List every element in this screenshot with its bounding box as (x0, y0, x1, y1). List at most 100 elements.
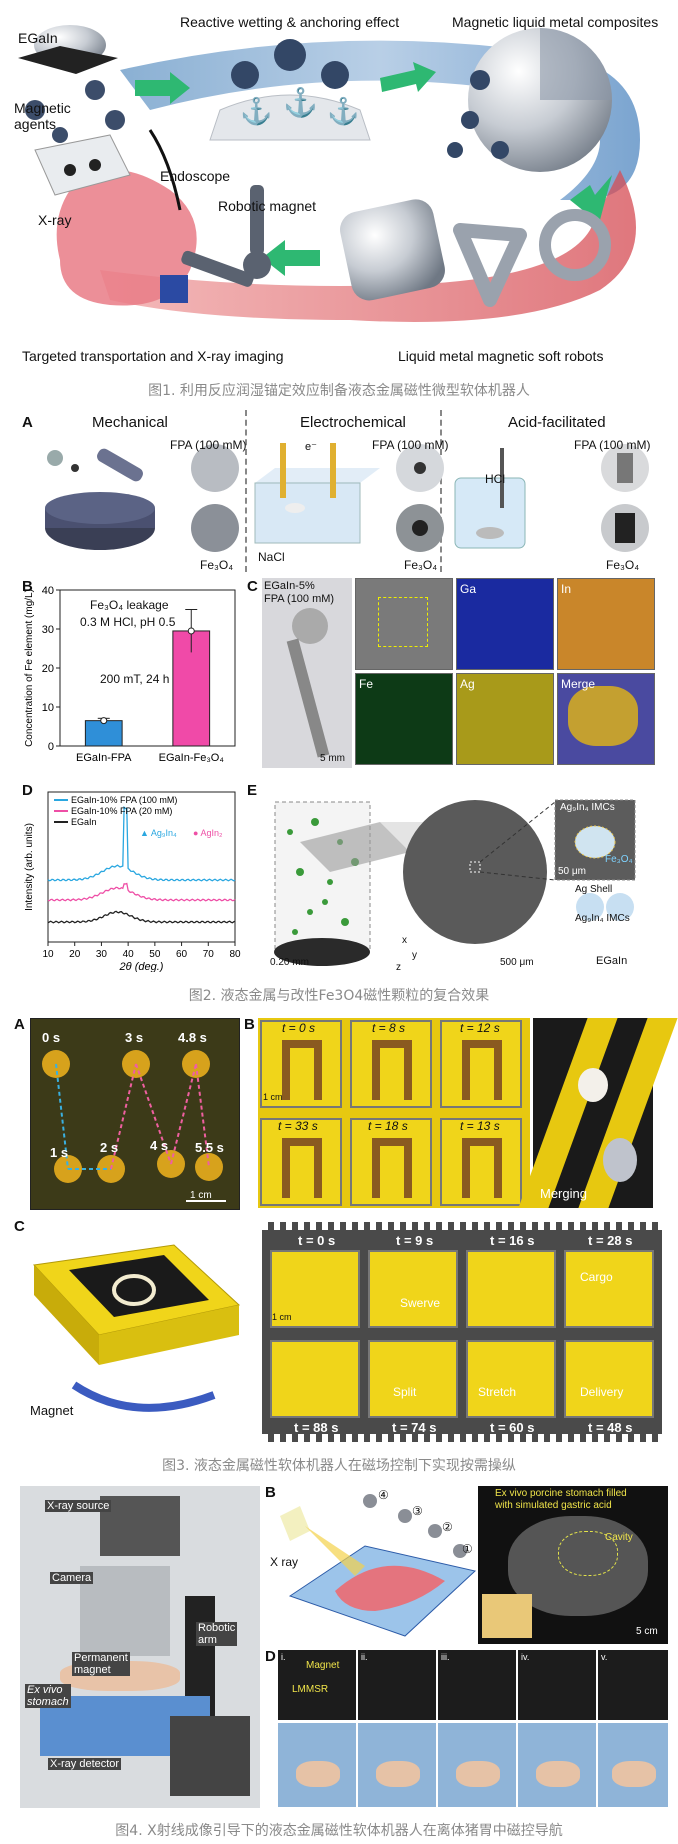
ag-map (456, 673, 554, 765)
frame-v (598, 1650, 668, 1720)
echem-fpa-label: FPA (100 mM) (372, 438, 449, 452)
b-time-top-0: t = 0 s (282, 1021, 316, 1035)
magnet-d-label: Magnet (306, 1660, 340, 1671)
disk-scale: 500 μm (500, 957, 534, 968)
mechanical-label: Mechanical (92, 414, 168, 431)
in-label: In (561, 582, 572, 596)
imc-scale: 50 μm (558, 866, 586, 877)
acid-label: Acid-facilitated (508, 414, 606, 431)
xrd-x-tick-label: 80 (229, 949, 241, 960)
xrd-series-1 (47, 882, 236, 902)
fig3-panel-a-letter: A (14, 1016, 25, 1033)
soft-robots-label: Liquid metal magnetic soft robots (398, 348, 604, 364)
frame-i (278, 1650, 356, 1720)
delivery-label: Delivery (580, 1385, 624, 1399)
fe-label: Fe (359, 677, 374, 691)
step-3: ③ (412, 1504, 423, 1518)
ct-title: Ex vivo porcine stomach filled with simu… (495, 1488, 627, 1511)
fe-concentration-bar-chart: 0 10 20 30 40 EGaIn-FPA EGaIn-Fe₃O₄ Concentrati… (24, 585, 236, 764)
imc2-label: Ag₉In₄ IMCs (575, 913, 630, 924)
stomach-label: Ex vivo stomach (25, 1684, 71, 1708)
merge-map (557, 673, 655, 765)
xrd-x-tick-label: 20 (69, 949, 81, 960)
targeted-label: Targeted transportation and X-ray imagin… (22, 348, 284, 364)
xrd-x-tick-label: 30 (96, 949, 108, 960)
c-scale: 1 cm (272, 1312, 292, 1322)
electrochemical-label: Electrochemical (300, 414, 406, 431)
photo-frame-iv (518, 1723, 596, 1807)
time-3: 3 s (125, 1030, 144, 1045)
b-time-bottom-2: t = 13 s (460, 1119, 500, 1133)
figure-1-illustration: ⚓ ⚓ ⚓ (18, 25, 640, 322)
photo-frame-ii (358, 1723, 436, 1807)
sem-image (355, 578, 453, 670)
figure-2-caption: 图2. 液态金属与改性Fe3O4磁性颗粒的复合效果 (188, 988, 490, 1004)
photo-frame-v (598, 1723, 668, 1807)
ct-scale: 5 cm (636, 1626, 658, 1637)
condition-1-label: 0.3 M HCl, pH 0.5 (80, 615, 176, 629)
b-time-bottom-0: t = 33 s (278, 1119, 318, 1133)
robotic-magnet-arm (160, 185, 271, 303)
bar-point-0 (100, 717, 108, 725)
xrd-x-tick-label: 50 (149, 949, 161, 960)
figure-4: A X-ray source Camera Robotic arm Perman… (0, 1480, 678, 1844)
electrolysis-box (254, 443, 380, 544)
stretch-label: Stretch (478, 1385, 517, 1399)
arrow-2 (380, 62, 436, 92)
fig3-a-scale: 1 cm (190, 1190, 212, 1201)
frame-ii-label: ii. (361, 1652, 368, 1662)
c-time-bottom-3: t = 48 s (588, 1420, 633, 1435)
peak-label-agin2: ● AgIn₂ (193, 828, 223, 838)
panel-d-letter: D (22, 782, 33, 799)
xrd-legend-label-2: EGaIn (71, 817, 97, 827)
tweezer-photo (262, 578, 352, 768)
mech-micrograph-1 (191, 444, 239, 492)
c-time-bottom-0: t = 88 s (294, 1420, 339, 1435)
step-1: ① (462, 1542, 473, 1556)
imc-label: Ag₉In₄ IMCs (560, 802, 615, 813)
arrow-3 (570, 175, 612, 220)
egain-shell-label: EGaIn (596, 955, 628, 967)
merging-photo (518, 1018, 678, 1208)
robotic-magnet-label: Robotic magnet (218, 198, 317, 214)
fig4-panel-d-letter: D (265, 1648, 276, 1665)
bar-y-tick-label: 10 (42, 702, 54, 714)
split-label: Split (393, 1385, 417, 1399)
swerve-label: Swerve (400, 1296, 441, 1310)
time-5: 4.8 s (178, 1030, 207, 1045)
cube-scale: 0.20 mm (270, 957, 309, 968)
droplet-tracking-photo (30, 1018, 240, 1210)
fig3-panel-b-letter: B (244, 1016, 255, 1033)
photo-frame-i (278, 1723, 356, 1807)
time-2: 2 s (100, 1140, 119, 1155)
anchor-agents: ⚓ ⚓ ⚓ (231, 39, 359, 126)
cargo-label: Cargo (580, 1270, 613, 1284)
xrd-x-tick-label: 60 (176, 949, 188, 960)
time-4: 4 s (150, 1138, 169, 1153)
robot-square (340, 199, 445, 301)
mortar-illustration (45, 448, 155, 550)
magnetic-agents-label: Magnetic agents (14, 100, 71, 132)
ga-map (456, 578, 554, 670)
mech-fpa-label: FPA (100 mM) (170, 438, 247, 452)
lmmsr-label: LMMSR (292, 1684, 329, 1695)
frame-ii (358, 1650, 436, 1720)
frame-i-label: i. (281, 1652, 286, 1662)
photo-frame-iii (438, 1723, 516, 1807)
arrow-1 (135, 72, 190, 104)
fe-map (355, 673, 453, 765)
ga-label: Ga (460, 582, 477, 596)
fe3o4-cluster-label: Fe₃O₄ (605, 854, 633, 865)
echem-fe3o4-label: Fe₃O₄ (404, 558, 438, 572)
condition-2-label: 200 mT, 24 h (100, 672, 170, 686)
mech-fe3o4-label: Fe₃O₄ (200, 558, 234, 572)
c-time-top-0: t = 0 s (298, 1233, 336, 1248)
acid-fe3o4-label: Fe₃O₄ (606, 558, 640, 572)
figure-3: A 0 s 1 s 2 s 3 s 4 s 4.8 s 5.5 s 1 cm B… (0, 1010, 678, 1480)
bar-y-tick-label: 30 (42, 624, 54, 636)
beaker (454, 448, 526, 549)
c-time-top-1: t = 9 s (396, 1233, 434, 1248)
xrd-x-tick-label: 40 (123, 949, 135, 960)
peak-label-ag9in4: ▲ Ag₉In₄ (140, 828, 177, 838)
panel-a-letter: A (22, 414, 33, 431)
